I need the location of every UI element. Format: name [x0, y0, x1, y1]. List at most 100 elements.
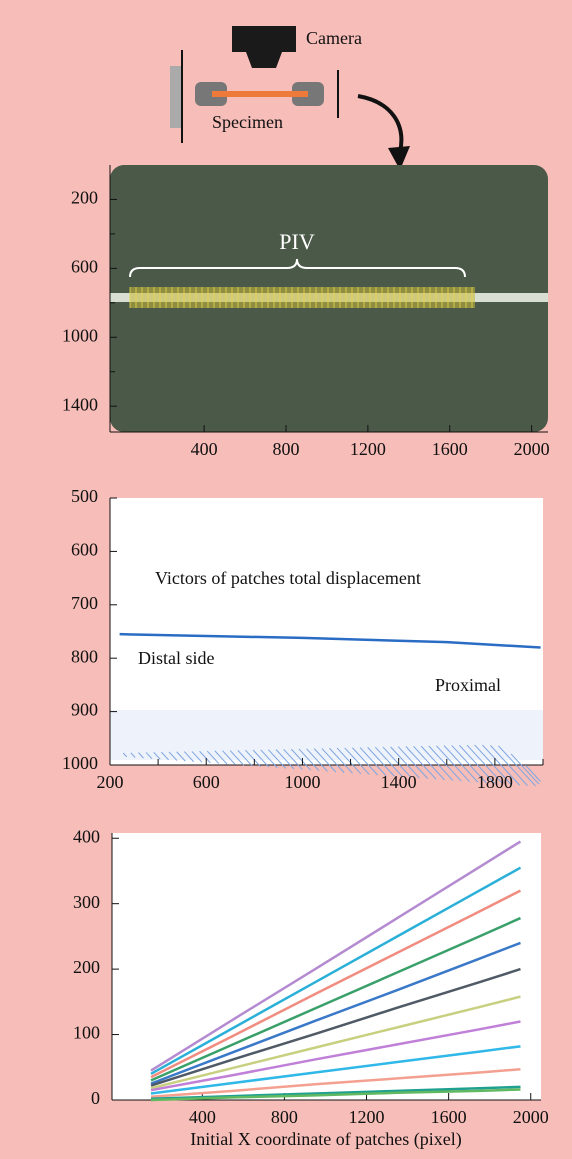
series-line: [150, 1088, 521, 1102]
vector: [405, 746, 437, 780]
series-line: [150, 916, 521, 1082]
x-tick-label: 400: [189, 1107, 216, 1127]
x-tick-label: 2000: [513, 1107, 549, 1127]
y-tick-label: 900: [71, 700, 98, 720]
vector: [498, 745, 536, 787]
y-tick-label: 200: [71, 188, 98, 208]
vector: [490, 745, 528, 786]
vector: [359, 747, 387, 776]
vector: [199, 750, 211, 764]
camera-icon: [232, 26, 296, 68]
vector: [443, 745, 479, 783]
vector: [298, 748, 320, 772]
vector: [313, 748, 337, 773]
arrow-head: [388, 146, 410, 170]
series-line: [150, 995, 521, 1090]
y-tick-label: 600: [71, 256, 98, 276]
brace: [129, 258, 466, 278]
vector: [161, 751, 169, 761]
y-tick-label: 400: [73, 826, 100, 846]
vector: [367, 747, 395, 777]
x-tick-label: 1200: [350, 439, 386, 459]
series-line: [150, 840, 522, 1072]
arrow: [357, 94, 404, 153]
series-line: [150, 967, 521, 1087]
series-line: [150, 866, 522, 1075]
y-tick-label: 600: [71, 540, 98, 560]
x-tick-label: 800: [273, 439, 300, 459]
x-tick-label: 1400: [381, 772, 417, 792]
annotation: Specimen: [212, 112, 283, 132]
series-line: [150, 1020, 521, 1092]
y-tick-label: 300: [73, 892, 100, 912]
piv-patches: [130, 287, 475, 308]
vector: [344, 747, 370, 775]
x-tick-label: 1000: [284, 772, 320, 792]
band: [110, 710, 543, 760]
vector: [374, 746, 404, 778]
vector: [482, 744, 520, 786]
vector: [428, 745, 462, 782]
series-line: [150, 941, 521, 1085]
vector: [214, 750, 228, 765]
vector: [229, 750, 245, 766]
vector: [306, 748, 328, 772]
vector: [458, 744, 496, 784]
x-tick-label: 1800: [477, 772, 513, 792]
y-tick-label: 100: [73, 1023, 100, 1043]
y-tick-label: 1400: [62, 394, 98, 414]
x-tick-label: 2000: [514, 439, 550, 459]
vector: [390, 746, 420, 779]
x-axis-label: Initial X coordinate of patches (pixel): [190, 1129, 461, 1150]
series-line: [150, 1067, 521, 1098]
vector: [145, 752, 153, 760]
x-tick-label: 1600: [432, 439, 468, 459]
x-tick-label: 600: [193, 772, 220, 792]
vector: [168, 751, 178, 761]
vector: [245, 749, 261, 767]
vector: [290, 748, 312, 771]
x-tick-label: 200: [97, 772, 124, 792]
vector: [252, 749, 270, 768]
chart-title: Victors of patches total displacement: [155, 568, 421, 588]
y-tick-label: 1000: [62, 325, 98, 345]
vector: [130, 752, 136, 758]
annotation: Distal side: [138, 648, 215, 668]
annotation: PIV: [279, 229, 315, 254]
vector: [153, 751, 161, 760]
vector: [466, 744, 504, 785]
vector: [283, 748, 303, 770]
x-tick-label: 1600: [431, 1107, 467, 1127]
vector: [321, 748, 345, 773]
vector: [122, 752, 128, 758]
series-line: [150, 889, 522, 1079]
schematic: Camera Specimen: [170, 26, 410, 170]
vector: [267, 749, 287, 769]
vector: [183, 751, 195, 763]
vector: [474, 744, 512, 786]
grip: [170, 66, 182, 128]
vector: [260, 749, 278, 769]
vector: [413, 745, 445, 781]
vector: [352, 747, 378, 776]
specimen-icon: [212, 91, 308, 97]
y-tick-label: 800: [71, 646, 98, 666]
series-line: [150, 1045, 521, 1095]
y-tick-label: 700: [71, 593, 98, 613]
vector: [191, 751, 203, 763]
series-line: [119, 632, 541, 649]
vector: [275, 749, 295, 770]
annotation: Camera: [306, 28, 362, 48]
x-tick-label: 800: [271, 1107, 298, 1127]
vector: [382, 746, 412, 778]
series-line: [150, 1085, 521, 1100]
vector: [237, 750, 253, 767]
vector: [510, 753, 540, 785]
vector: [420, 745, 454, 781]
vector: [206, 750, 220, 764]
vector: [222, 750, 236, 766]
vector: [397, 746, 429, 779]
x-tick-label: 1200: [349, 1107, 385, 1127]
